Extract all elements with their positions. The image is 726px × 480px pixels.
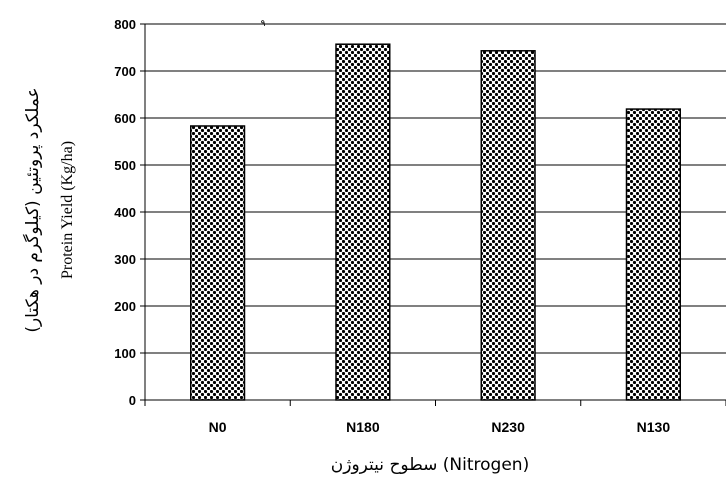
bar-annotation: ٩ [261, 19, 266, 29]
x-axis-title: سطوح نیتروژن (Nitrogen) [331, 455, 529, 475]
bar-n180 [335, 43, 391, 401]
bar-n130 [625, 108, 681, 401]
y-axis-title-persian: عملکرد پروتئین (کیلوگرم در هکتار) [22, 87, 43, 332]
y-tick-label: 700 [114, 64, 136, 79]
bars [190, 43, 681, 401]
y-tick-label: 500 [114, 158, 136, 173]
y-tick-labels: 0 100 200 300 400 500 600 700 800 [114, 17, 136, 408]
x-tick-labels: N0 N180 N230 N130 [209, 419, 671, 435]
x-tick-label: N180 [346, 419, 380, 435]
y-tick-label: 200 [114, 299, 136, 314]
x-tick-label: N0 [209, 419, 227, 435]
x-tick-label: N230 [491, 419, 525, 435]
bar-n0 [190, 125, 246, 401]
y-axis-title: Protein Yield (Kg/ha) [59, 141, 76, 279]
axes [140, 23, 726, 406]
y-tick-label: 400 [114, 205, 136, 220]
y-tick-label: 300 [114, 252, 136, 267]
y-tick-label: 600 [114, 111, 136, 126]
y-tick-label: 100 [114, 346, 136, 361]
bar-n230 [480, 50, 536, 401]
x-tick-label: N130 [637, 419, 671, 435]
y-tick-label: 800 [114, 17, 136, 32]
y-tick-label: 0 [129, 393, 136, 408]
